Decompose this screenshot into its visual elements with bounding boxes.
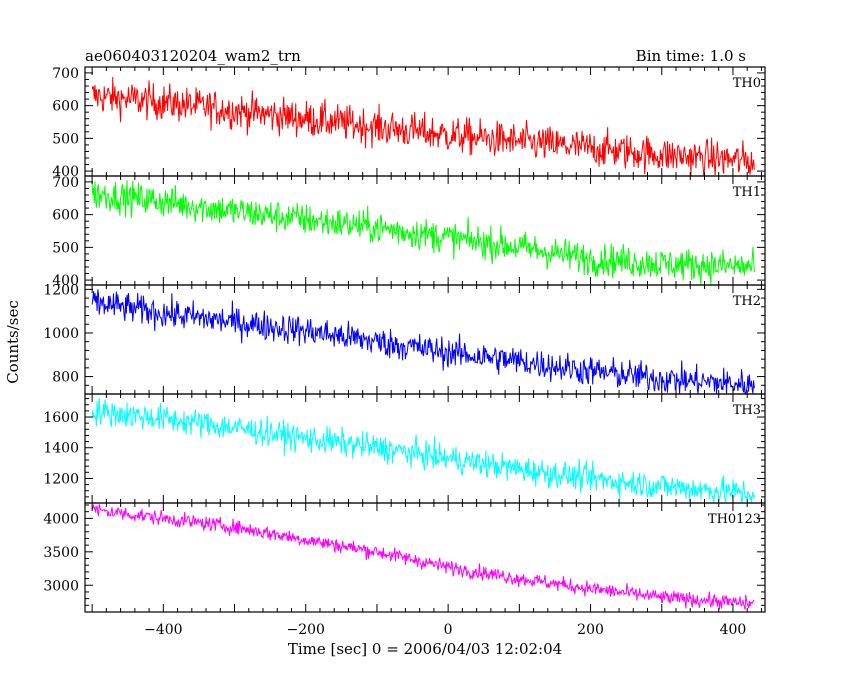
x-tick-label: −400 <box>144 622 182 638</box>
y-tick-label: 400 <box>52 273 79 289</box>
y-tick-label: 1600 <box>43 410 79 426</box>
y-tick-label: 1000 <box>43 326 79 342</box>
y-tick-label: 3500 <box>43 545 79 561</box>
chart-title: ae060403120204_wam2_trn <box>85 47 301 65</box>
panel-label: TH1 <box>733 185 761 200</box>
y-tick-label: 700 <box>52 175 79 191</box>
y-tick-label: 400 <box>52 164 79 180</box>
panel-th0123: 3000 3500 4000 TH0123 <box>43 502 766 613</box>
y-tick-label: 700 <box>52 66 79 82</box>
y-tick-label: 1200 <box>43 471 79 487</box>
y-tick-label: 500 <box>52 240 79 256</box>
panel-th1: 400 500 600 700 TH1 <box>52 175 766 289</box>
panel-th3: 1200 1400 1600 TH3 <box>43 393 766 504</box>
panel-frame <box>84 393 766 504</box>
panel-label: TH3 <box>733 403 761 418</box>
panel-label: TH0 <box>733 76 761 91</box>
panel-label: TH0123 <box>708 512 761 527</box>
panel-label: TH2 <box>733 294 761 309</box>
y-tick-label: 3000 <box>43 578 79 594</box>
series-line-th1 <box>91 180 755 285</box>
panel-th2: 800 1000 1200 TH2 <box>43 282 766 395</box>
y-axis-label: Counts/sec <box>4 300 22 384</box>
y-tick-label: 600 <box>52 208 79 224</box>
series-line-th0 <box>91 77 755 176</box>
series-line-th2 <box>91 289 755 394</box>
panel-frame <box>84 502 766 613</box>
series-line-th0123 <box>91 503 755 610</box>
series-line-th3 <box>91 398 755 504</box>
y-tick-label: 4000 <box>43 511 79 527</box>
x-tick-label: 400 <box>720 622 747 638</box>
panels: 400 500 600 700 TH0 400 500 600 700 TH1 800 1000 120… <box>43 66 766 613</box>
x-tick-label: 0 <box>444 622 453 638</box>
x-axis-label: Time [sec] 0 = 2006/04/03 12:02:04 <box>288 640 562 658</box>
y-tick-label: 1200 <box>43 282 79 298</box>
y-tick-label: 1400 <box>43 441 79 457</box>
y-tick-label: 500 <box>52 131 79 147</box>
x-tick-label: −200 <box>287 622 325 638</box>
x-axis-ticks: −400 −200 0 200 400 <box>144 622 746 638</box>
y-tick-label: 800 <box>52 370 79 386</box>
y-tick-label: 600 <box>52 99 79 115</box>
x-tick-label: 200 <box>577 622 604 638</box>
panel-th0: 400 500 600 700 TH0 <box>52 66 766 180</box>
bin-time-label: Bin time: 1.0 s <box>636 47 746 65</box>
